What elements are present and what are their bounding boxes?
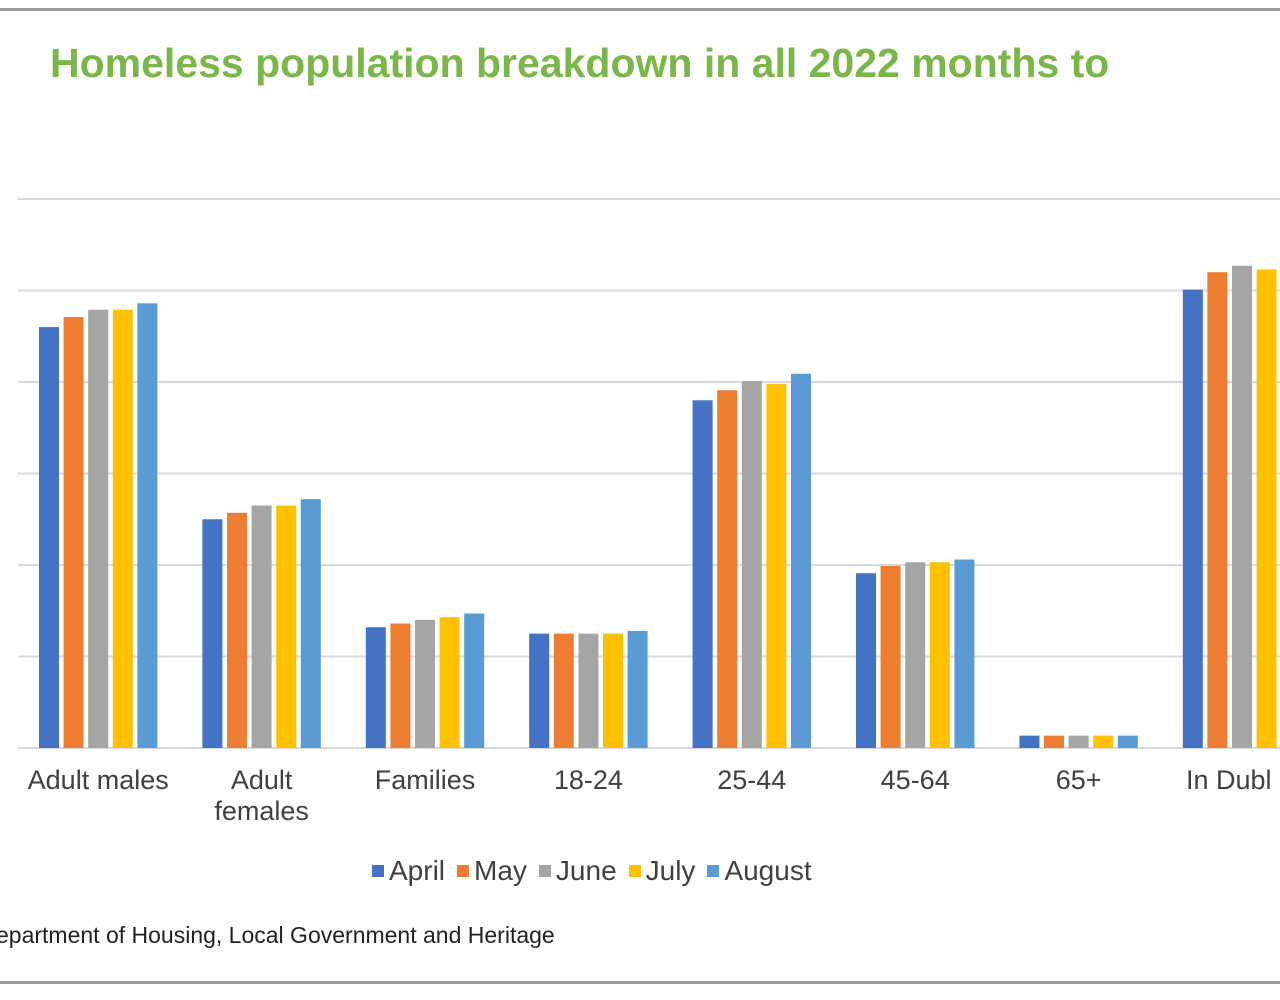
bar: [88, 309, 109, 748]
bar: [112, 309, 133, 748]
bar: [578, 633, 599, 748]
source-note: epartment of Housing, Local Government a…: [0, 922, 555, 948]
bar: [627, 630, 648, 748]
bar: [1207, 272, 1228, 748]
bar: [365, 627, 386, 748]
bar: [1019, 735, 1040, 748]
bar: [880, 565, 901, 748]
bar: [202, 519, 223, 748]
top-border: [0, 8, 1280, 11]
bar: [137, 303, 158, 748]
bar: [439, 617, 460, 748]
legend-item: May: [457, 855, 527, 887]
bar: [1117, 735, 1138, 748]
bar: [603, 633, 623, 748]
bar: [692, 400, 713, 748]
category-label: Adult: [231, 765, 293, 795]
legend-item: July: [628, 855, 696, 887]
bar: [1256, 269, 1277, 748]
bar: [741, 381, 762, 748]
legend-swatch: [538, 865, 551, 877]
bar: [717, 390, 738, 748]
category-label: 65+: [1056, 765, 1102, 795]
chart-title: Homeless population breakdown in all 202…: [50, 40, 1110, 86]
bar: [276, 505, 297, 748]
bar: [766, 383, 787, 748]
legend-item: April: [372, 855, 445, 887]
bar: [929, 562, 950, 748]
bar: [251, 505, 272, 748]
category-label: 18-24: [554, 765, 623, 795]
legend-label: July: [645, 855, 696, 886]
category-label: 25-44: [717, 765, 786, 795]
bar: [227, 512, 247, 748]
bars: [39, 265, 1277, 748]
bar: [1182, 289, 1203, 748]
legend-swatch: [372, 865, 384, 877]
category-label: In Dubl: [1186, 765, 1272, 795]
category-label: 45-64: [881, 765, 950, 795]
bar: [39, 327, 59, 748]
bar: [1044, 735, 1064, 748]
bar: [300, 499, 321, 748]
category-label: Adult males: [28, 765, 169, 795]
bar: [529, 633, 550, 748]
category-label: Families: [375, 765, 476, 795]
bar: [905, 562, 926, 748]
bar: [856, 573, 876, 748]
bar: [553, 633, 574, 748]
legend-label: May: [474, 855, 527, 886]
legend-label: April: [389, 855, 446, 886]
legend-label: August: [724, 855, 812, 886]
legend: April May June July August: [372, 855, 824, 887]
legend-item: June: [538, 855, 617, 887]
bar: [954, 559, 975, 748]
legend-swatch: [628, 865, 641, 877]
bar: [390, 623, 411, 748]
legend-swatch: [457, 865, 470, 877]
bar: [1232, 265, 1252, 748]
bottom-border: [0, 981, 1280, 984]
legend-swatch: [707, 865, 720, 877]
legend-item: August: [707, 855, 812, 887]
bar: [791, 373, 811, 748]
category-label: females: [214, 796, 309, 826]
bar: [464, 613, 485, 748]
legend-label: June: [555, 855, 617, 886]
bar: [63, 317, 84, 748]
bar: [1068, 735, 1089, 748]
bar: [1093, 735, 1114, 748]
bar: [415, 619, 435, 748]
